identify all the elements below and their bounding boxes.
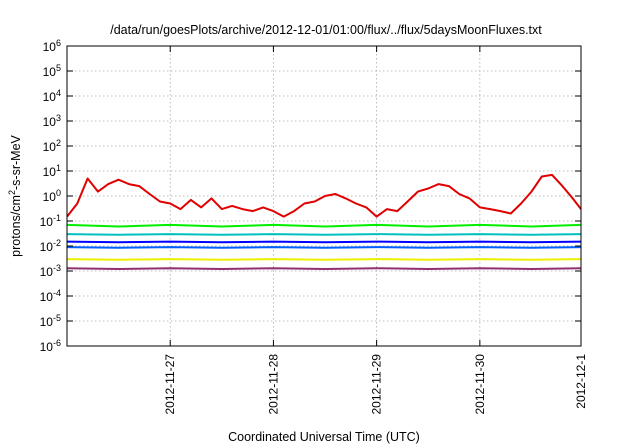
- series-line-1: [66, 173, 582, 218]
- x-tick-label: 2012-11-28: [266, 354, 280, 415]
- x-axis-ticks: 2012-11-27 2012-11-28 2012-11-29 2012-11-30…: [163, 46, 588, 415]
- y-tick-label: 102: [43, 138, 61, 154]
- x-tick-label: 2012-12-1: [574, 354, 588, 409]
- y-axis-label-sup: 2: [7, 190, 17, 195]
- series-line-4: [66, 240, 582, 244]
- y-tick-label: 101: [43, 163, 61, 179]
- series-line-7: [66, 267, 582, 270]
- grid-lines: [67, 46, 581, 346]
- x-axis-label: Coordinated Universal Time (UTC): [228, 430, 420, 444]
- x-tick-label: 2012-11-29: [370, 354, 384, 415]
- x-tick-label: 2012-11-27: [163, 354, 177, 415]
- series-line-6: [66, 258, 582, 261]
- y-tick-label: 10-5: [40, 313, 61, 329]
- data-series: [66, 173, 582, 270]
- y-tick-label: 10-1: [40, 213, 61, 229]
- y-tick-label: 104: [43, 88, 61, 104]
- x-tick-label: 2012-11-30: [473, 354, 487, 415]
- series-line-5: [66, 246, 582, 249]
- y-tick-label: 10-3: [40, 263, 61, 279]
- y-tick-label: 10-6: [40, 338, 61, 354]
- y-tick-label: 105: [43, 63, 61, 79]
- y-tick-label: 103: [43, 113, 61, 129]
- y-axis-label-rest: -s-sr-MeV: [9, 134, 23, 190]
- y-axis-ticks: 106 105 104 103 102 101 100 10-1 10-2 10-3 10-4 10-…: [40, 38, 581, 354]
- y-tick-label: 100: [43, 188, 61, 204]
- series-line-2: [66, 223, 582, 228]
- chart-title: /data/run/goesPlots/archive/2012-12-01/0…: [110, 23, 542, 37]
- y-axis-label: protons/cm2-s-sr-MeV: [7, 134, 23, 256]
- y-tick-label: 106: [43, 38, 61, 54]
- y-tick-label: 10-2: [40, 238, 61, 254]
- series-line-3: [66, 233, 582, 236]
- y-tick-label: 10-4: [40, 288, 61, 304]
- y-axis-label-base: protons/cm: [9, 195, 23, 257]
